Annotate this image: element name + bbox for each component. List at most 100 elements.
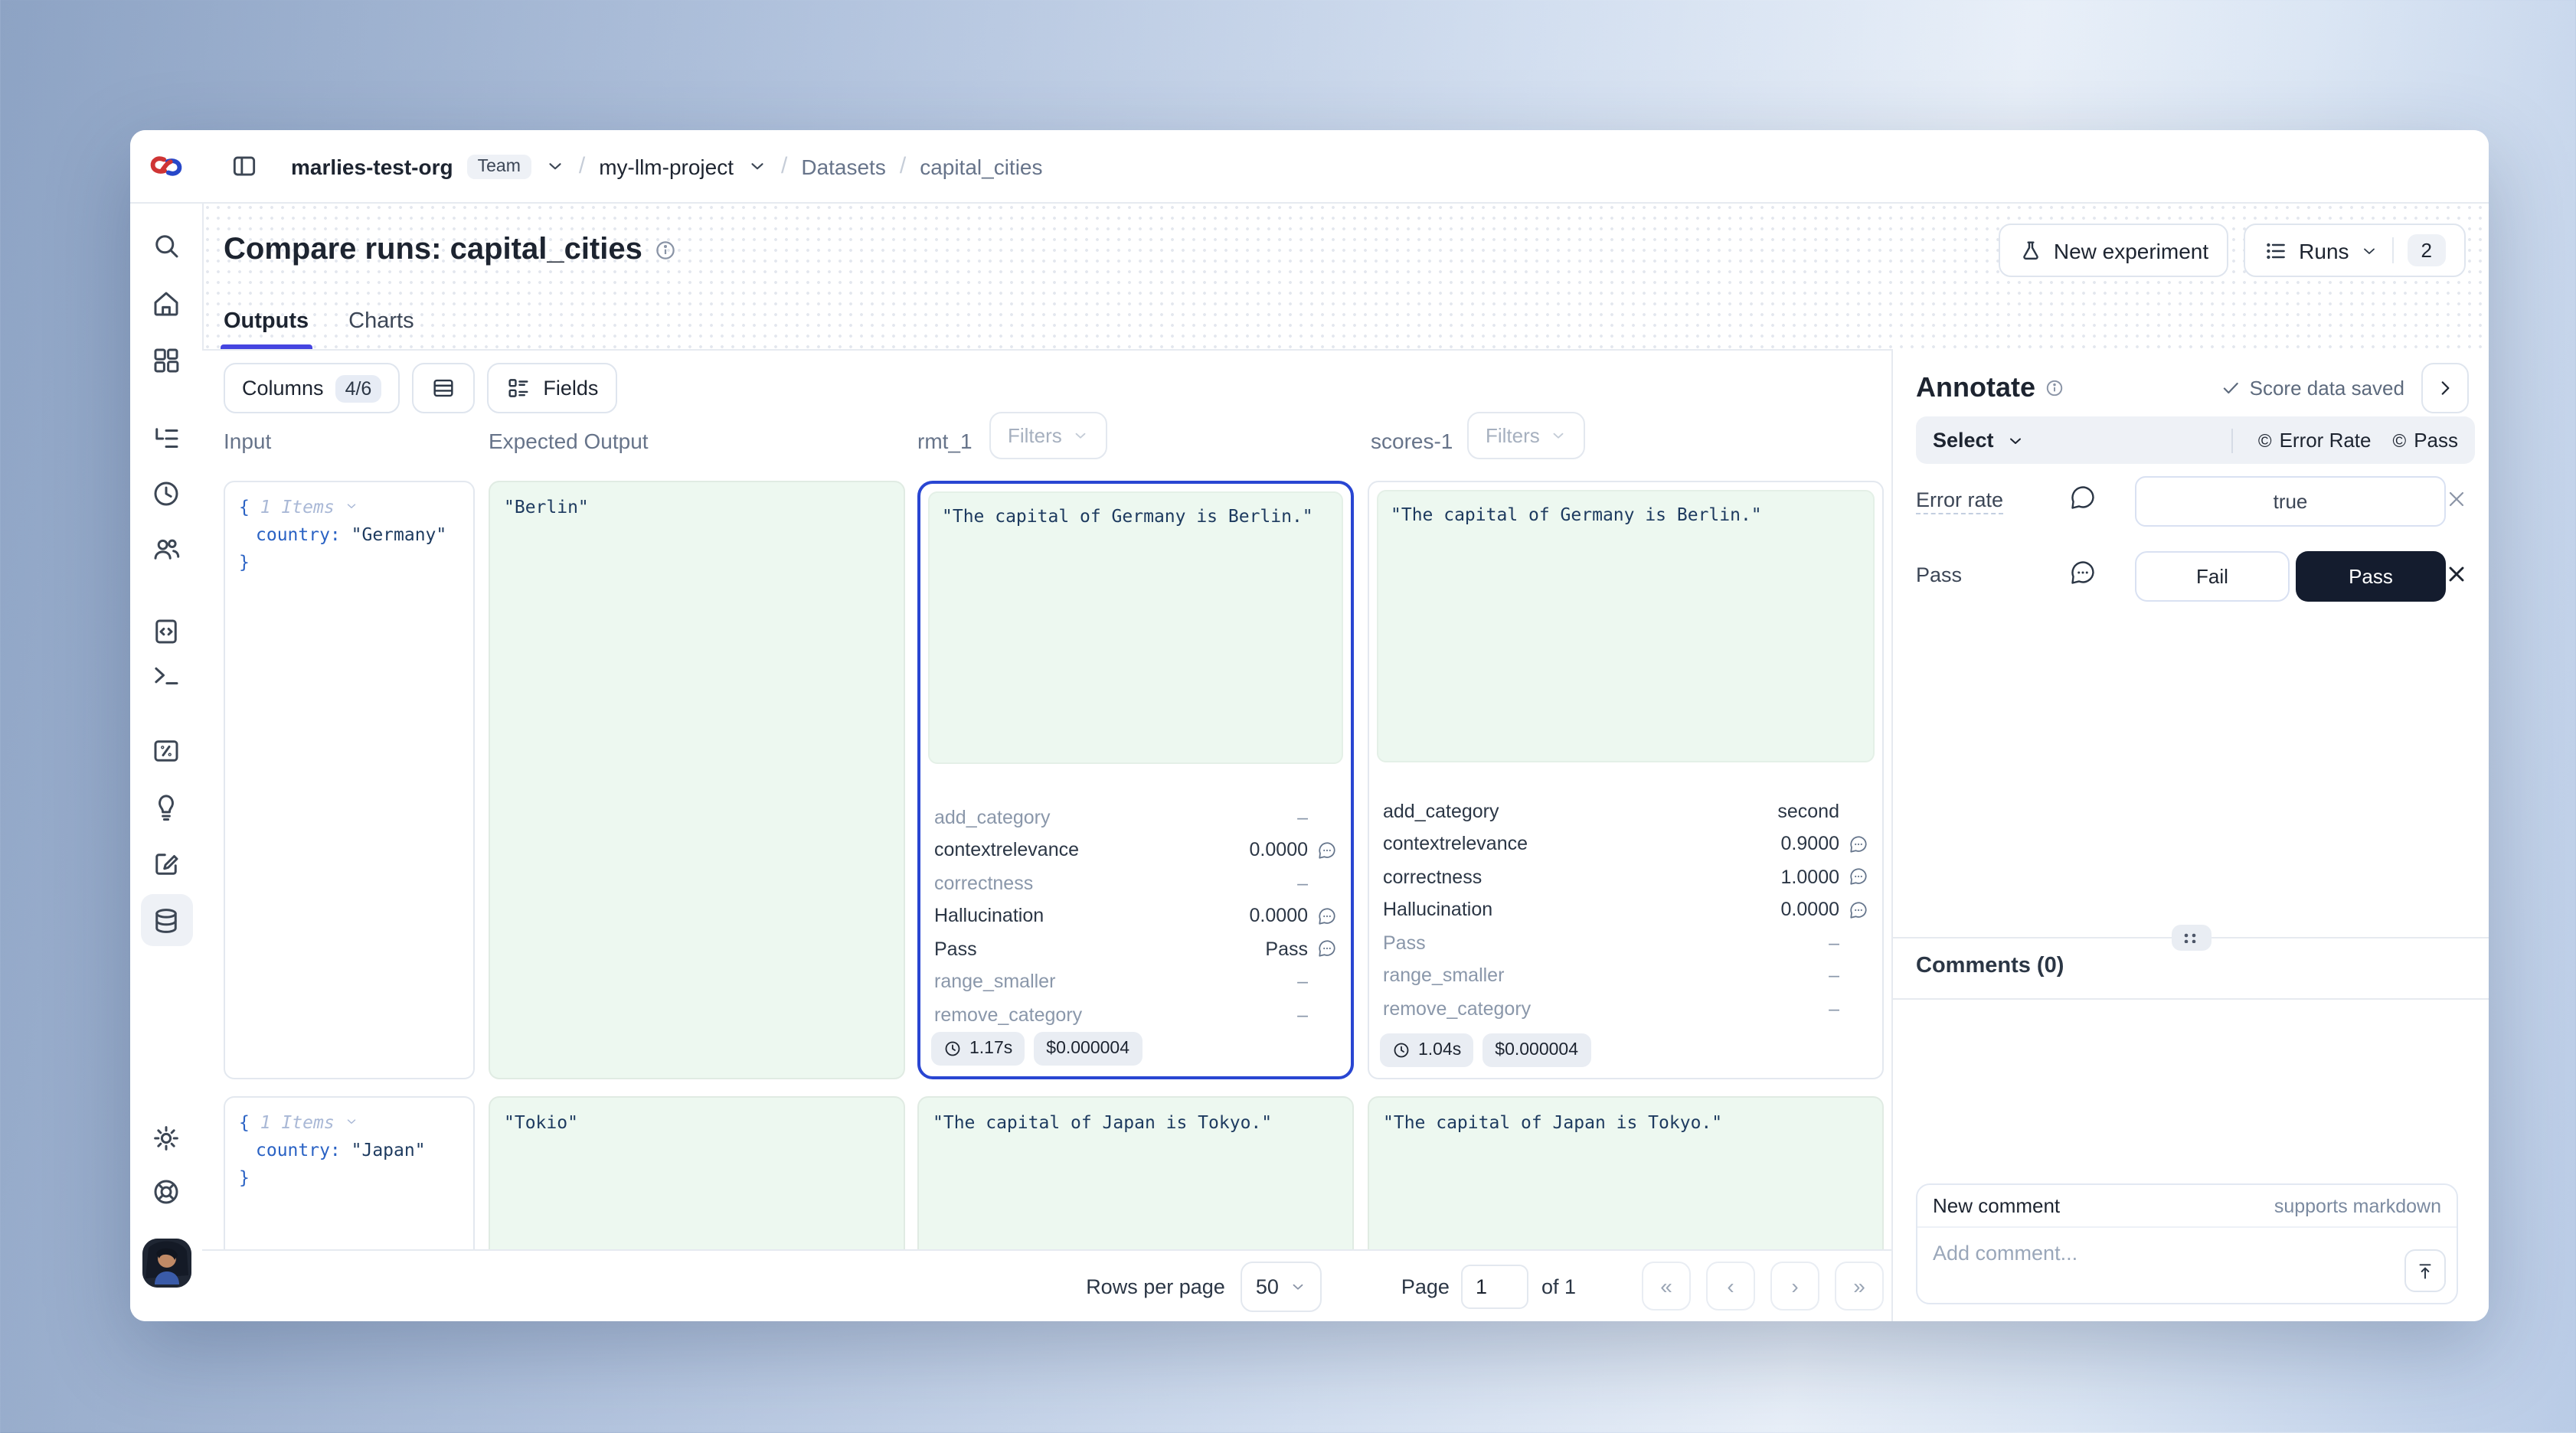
columns-button[interactable]: Columns 4/6 — [224, 363, 400, 413]
comment-bubble-icon[interactable] — [1316, 841, 1337, 860]
info-icon[interactable] — [655, 239, 678, 262]
clear-pass-icon[interactable] — [2444, 562, 2472, 589]
score-name: range_smaller — [934, 971, 1056, 993]
json-key: country: — [256, 1138, 351, 1160]
comment-bubble-icon[interactable] — [1316, 939, 1337, 959]
teams-users-icon[interactable] — [140, 522, 192, 574]
expected-output-cell[interactable]: "Berlin" — [489, 481, 905, 1079]
page-size-select[interactable]: 50 — [1240, 1261, 1322, 1311]
home-icon[interactable] — [140, 277, 192, 329]
score-name: add_category — [934, 806, 1051, 828]
input-cell[interactable]: { 1 Items country: "Germany" } — [224, 481, 475, 1079]
score-value: 0.0000 — [1249, 905, 1308, 927]
history-clock-icon[interactable] — [140, 467, 192, 519]
annotation-clipboard-icon[interactable] — [140, 837, 192, 890]
score-name: remove_category — [934, 1004, 1083, 1026]
breadcrumb-datasets[interactable]: Datasets — [801, 154, 886, 178]
info-icon[interactable] — [2045, 378, 2064, 398]
score-value: – — [1297, 1004, 1308, 1026]
resize-drag-handle[interactable] — [2171, 925, 2211, 951]
pass-chip[interactable]: © Pass — [2392, 429, 2459, 452]
score-row: Hallucination 0.0000 — [934, 899, 1337, 932]
code-file-icon[interactable] — [140, 605, 192, 657]
page-number-input[interactable] — [1461, 1264, 1529, 1308]
check-icon — [2223, 382, 2238, 394]
error-rate-input[interactable] — [2135, 476, 2446, 527]
score-name: add_category — [1383, 800, 1499, 822]
evaluations-board-icon[interactable] — [140, 724, 192, 776]
first-page-button[interactable]: « — [1642, 1262, 1691, 1311]
score-row: correctness 1.0000 — [1383, 860, 1868, 893]
fail-button[interactable]: Fail — [2135, 551, 2290, 602]
scorer-icon: © — [2392, 429, 2407, 451]
comment-bubble-icon[interactable] — [1847, 834, 1868, 854]
help-lifebuoy-icon[interactable] — [140, 1165, 192, 1217]
datasets-database-icon[interactable] — [140, 894, 192, 946]
row-height-button[interactable] — [411, 363, 475, 413]
json-items-count[interactable]: 1 Items — [260, 1111, 335, 1133]
run1-output-cell[interactable]: "The capital of Germany is Berlin." add_… — [917, 481, 1354, 1079]
annotation-select-dropdown[interactable]: Select — [1933, 429, 2025, 452]
annotate-title: Annotate — [1916, 372, 2035, 403]
run2-filters-button[interactable]: Filters — [1467, 412, 1586, 459]
error-rate-field: Error rate — [1916, 476, 2466, 527]
tab-outputs[interactable]: Outputs — [221, 309, 312, 349]
send-up-icon — [2419, 1263, 2431, 1278]
traces-tree-icon[interactable] — [140, 412, 192, 464]
breadcrumb-org[interactable]: marlies-test-org — [291, 154, 453, 178]
breadcrumb-separator: / — [899, 153, 907, 179]
submit-comment-button[interactable] — [2404, 1249, 2446, 1292]
chevron-down-icon[interactable] — [345, 499, 359, 513]
projects-grid-icon[interactable] — [140, 334, 192, 386]
chevron-down-icon[interactable] — [545, 156, 565, 176]
sidebar-toggle-icon[interactable] — [221, 143, 266, 189]
run2-output-cell[interactable]: "The capital of Germany is Berlin." add_… — [1368, 481, 1884, 1079]
fields-icon — [508, 379, 528, 397]
tab-charts[interactable]: Charts — [348, 309, 414, 334]
runs-button[interactable]: Runs 2 — [2244, 224, 2466, 277]
breadcrumb-dataset-name[interactable]: capital_cities — [920, 154, 1043, 178]
clear-error-rate-icon[interactable] — [2444, 487, 2472, 514]
comment-bubble-icon[interactable] — [2069, 559, 2098, 588]
wandb-logo[interactable] — [130, 130, 202, 204]
score-value: – — [1297, 806, 1308, 828]
search-icon[interactable] — [140, 219, 192, 271]
prev-page-button[interactable]: ‹ — [1706, 1262, 1755, 1311]
user-avatar[interactable] — [142, 1239, 191, 1288]
next-page-button[interactable]: › — [1770, 1262, 1819, 1311]
new-experiment-label: New experiment — [2053, 238, 2209, 263]
error-rate-label: Error rate — [1916, 488, 2004, 514]
table-row: { 1 Items country: "Japan" } "Tokio" "Th… — [224, 1096, 1891, 1249]
comment-input[interactable]: Add comment... — [1917, 1228, 2457, 1303]
page-total-label: of 1 — [1541, 1275, 1576, 1298]
drag-dots-icon — [2182, 932, 2199, 943]
pass-button[interactable]: Pass — [2296, 551, 2446, 602]
score-row: add_category – — [934, 801, 1337, 834]
comment-bubble-icon[interactable] — [1316, 906, 1337, 926]
chevron-down-icon[interactable] — [747, 156, 767, 176]
ideas-lightbulb-icon[interactable] — [140, 779, 192, 831]
comment-bubble-icon[interactable] — [1847, 867, 1868, 887]
comment-bubble-icon[interactable] — [2069, 484, 2098, 513]
settings-gear-icon[interactable] — [140, 1111, 192, 1164]
chevron-down-icon — [2009, 437, 2021, 443]
json-items-count[interactable]: 1 Items — [260, 496, 335, 517]
new-experiment-button[interactable]: New experiment — [1998, 224, 2229, 277]
error-rate-chip[interactable]: © Error Rate — [2257, 429, 2372, 452]
model-output: "The capital of Germany is Berlin." — [928, 491, 1343, 764]
run1-output-cell[interactable]: "The capital of Japan is Tokyo." — [917, 1096, 1354, 1249]
input-cell[interactable]: { 1 Items country: "Japan" } — [224, 1096, 475, 1249]
expected-output-cell[interactable]: "Tokio" — [489, 1096, 905, 1249]
table-row: { 1 Items country: "Germany" } "Berlin" … — [224, 481, 1891, 1079]
collapse-panel-button[interactable] — [2421, 363, 2469, 413]
comment-bubble-icon[interactable] — [1847, 900, 1868, 920]
chevron-down-icon — [1076, 433, 1087, 439]
fields-button[interactable]: Fields — [486, 363, 617, 413]
run2-output-cell[interactable]: "The capital of Japan is Tokyo." — [1368, 1096, 1884, 1249]
run1-filters-button[interactable]: Filters — [989, 412, 1108, 459]
last-page-button[interactable]: » — [1835, 1262, 1884, 1311]
panel-divider — [1893, 998, 2489, 1000]
breadcrumb-project[interactable]: my-llm-project — [599, 154, 734, 178]
chevron-down-icon[interactable] — [345, 1115, 359, 1128]
terminal-icon[interactable] — [140, 649, 192, 701]
